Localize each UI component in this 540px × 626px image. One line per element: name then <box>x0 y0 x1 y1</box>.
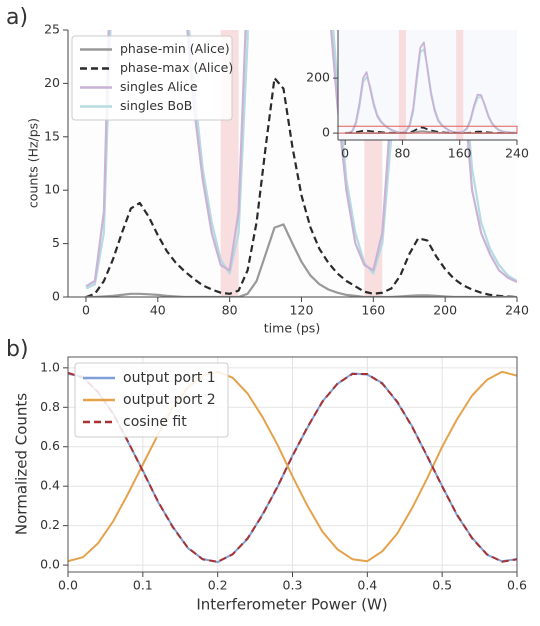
x-tick-label: 240 <box>505 303 529 318</box>
y-tick-label: 0.2 <box>40 517 60 532</box>
shaded-region <box>456 30 464 140</box>
y-tick-label: 0.4 <box>40 478 60 493</box>
x-tick-label: 0.3 <box>283 578 303 593</box>
x-tick-label: 160 <box>361 303 385 318</box>
y-tick-label: 20 <box>44 75 60 90</box>
legend-label: output port 1 <box>123 370 216 386</box>
series-line <box>85 77 517 297</box>
y-tick-label: 0 <box>52 289 60 304</box>
x-axis-label: time (ps) <box>264 321 320 336</box>
x-tick-label: 160 <box>448 146 472 161</box>
x-tick-label: 40 <box>150 303 166 318</box>
x-tick-label: 0.4 <box>357 578 377 593</box>
y-tick-label: 0 <box>322 125 330 140</box>
plot-background <box>338 30 517 140</box>
legend-label: output port 2 <box>123 392 216 408</box>
legend-box <box>71 35 233 121</box>
x-tick-label: 0.0 <box>58 578 78 593</box>
panel-label: a) <box>6 5 28 30</box>
y-tick-label: 200 <box>306 70 330 85</box>
series-line <box>68 371 517 563</box>
series-line <box>68 370 517 563</box>
y-tick-label: 0.0 <box>40 557 60 572</box>
panel-label: b) <box>6 337 29 362</box>
x-tick-label: 0 <box>82 303 90 318</box>
legend-label: phase-min (Alice) <box>120 41 230 56</box>
x-tick-label: 0.5 <box>432 578 452 593</box>
axes-frame <box>67 356 518 573</box>
legend-label: singles Alice <box>120 79 198 94</box>
legend-label: cosine fit <box>123 414 187 430</box>
x-tick-label: 0.1 <box>133 578 153 593</box>
x-tick-label: 80 <box>222 303 238 318</box>
x-tick-label: 240 <box>505 146 529 161</box>
legend-label: phase-max (Alice) <box>120 60 233 75</box>
x-tick-label: 120 <box>290 303 314 318</box>
x-tick-label: 200 <box>433 303 457 318</box>
legend-box <box>74 362 229 438</box>
shaded-region <box>398 30 407 140</box>
x-tick-label: 0.6 <box>507 578 527 593</box>
x-tick-label: 0.2 <box>208 578 228 593</box>
y-tick-label: 0.6 <box>40 438 60 453</box>
y-tick-label: 15 <box>44 128 60 143</box>
x-tick-label: 80 <box>394 146 410 161</box>
y-axis-label: Normalized Counts <box>13 393 31 535</box>
y-tick-label: 10 <box>44 182 60 197</box>
y-axis-label: counts (Hz/ps) <box>26 118 41 208</box>
series-line <box>345 41 517 134</box>
y-tick-label: 5 <box>52 235 60 250</box>
y-tick-label: 0.8 <box>40 399 60 414</box>
x-axis-label: Interferometer Power (W) <box>196 596 387 614</box>
x-tick-label: 0 <box>341 146 349 161</box>
legend-label: singles BoB <box>120 98 192 113</box>
y-tick-label: 1.0 <box>40 359 60 374</box>
y-tick-label: 25 <box>44 22 60 37</box>
